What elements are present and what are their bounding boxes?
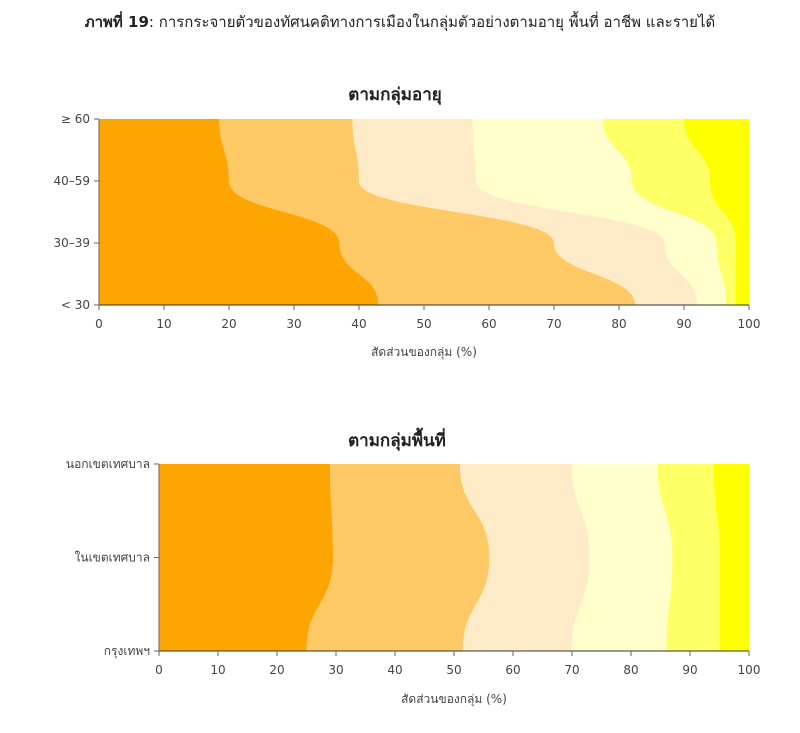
- band-age-4: [472, 119, 727, 305]
- chart-title-age: ตามกลุ่มอายุ: [348, 85, 441, 105]
- x-tick-label-area: 60: [505, 663, 520, 677]
- x-tick-label-age: 80: [611, 317, 626, 331]
- x-tick-label-age: 20: [221, 317, 236, 331]
- y-tick-label-age: 30–39: [53, 236, 90, 250]
- y-tick-label-area: ในเขตเทศบาล: [75, 551, 151, 565]
- x-tick-label-age: 50: [416, 317, 431, 331]
- x-axis-label-area: สัดส่วนของกลุ่ม (%): [401, 692, 507, 707]
- x-tick-label-area: 20: [269, 663, 284, 677]
- x-tick-label-age: 30: [286, 317, 301, 331]
- y-tick-label-age: ≥ 60: [61, 112, 90, 126]
- x-tick-label-area: 0: [155, 663, 163, 677]
- x-tick-label-age: 40: [351, 317, 366, 331]
- x-tick-label-area: 100: [738, 663, 761, 677]
- figure-label: ภาพที่ 19: [84, 13, 149, 31]
- band-age-1: [99, 119, 379, 305]
- x-tick-label-area: 40: [387, 663, 402, 677]
- x-tick-label-age: 60: [481, 317, 496, 331]
- figure-caption: ภาพที่ 19: การกระจายตัวของทัศนคติทางการเ…: [0, 10, 800, 34]
- x-tick-label-area: 30: [328, 663, 343, 677]
- y-tick-label-age: 40–59: [53, 174, 90, 188]
- band-age-3: [352, 119, 697, 305]
- y-tick-label-age: < 30: [61, 298, 90, 312]
- x-tick-label-age: 90: [676, 317, 691, 331]
- x-tick-label-area: 10: [210, 663, 225, 677]
- x-tick-label-age: 10: [156, 317, 171, 331]
- x-tick-label-area: 50: [446, 663, 461, 677]
- x-tick-label-age: 100: [738, 317, 761, 331]
- band-area-5: [657, 464, 720, 651]
- y-tick-label-area: นอกเขตเทศบาล: [66, 457, 150, 471]
- plot-area-age: 0 10 20 30 40 50 60 70 80 90 100 < 30 30–39 40–59 ≥ 60: [53, 112, 760, 331]
- x-tick-label-area: 80: [623, 663, 638, 677]
- band-age-6: [684, 119, 749, 305]
- x-tick-label-area: 90: [682, 663, 697, 677]
- x-axis-label-age: สัดส่วนของกลุ่ม (%): [371, 345, 477, 360]
- band-area-6: [713, 464, 749, 651]
- plot-area-area: 0 10 20 30 40 50 60 70 80 90 100 กรุงเทพฯ ในเขตเทศบา…: [66, 457, 761, 677]
- y-tick-label-area: กรุงเทพฯ: [104, 644, 150, 659]
- band-age-2: [219, 119, 636, 305]
- band-age-5: [602, 119, 736, 305]
- x-tick-label-age: 70: [546, 317, 561, 331]
- figure-caption-text: : การกระจายตัวของทัศนคติทางการเมืองในกลุ…: [148, 13, 716, 31]
- band-area-2: [306, 464, 490, 651]
- x-tick-label-age: 0: [95, 317, 103, 331]
- chart-title-area: ตามกลุ่มพื้นที่: [348, 427, 446, 451]
- band-area-4: [572, 464, 673, 651]
- x-tick-label-area: 70: [564, 663, 579, 677]
- band-area-3: [459, 464, 590, 651]
- band-area-1: [159, 464, 334, 651]
